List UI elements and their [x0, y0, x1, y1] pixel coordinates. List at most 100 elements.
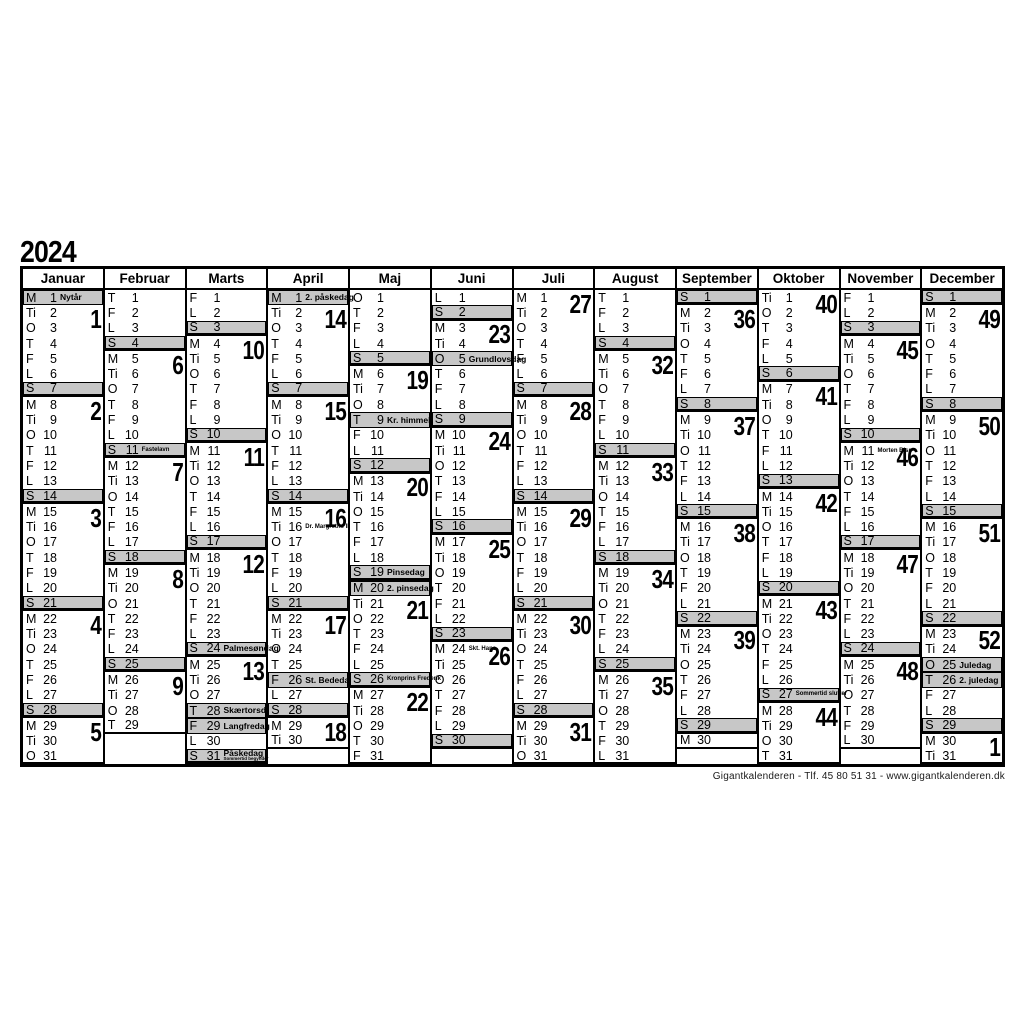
- day-row: Ti 2: [23, 305, 103, 320]
- day-row: S 12: [350, 458, 430, 474]
- month-column-juni: Juni L 1 S 2 M 3 Ti 4 O 5 Grundlovsdag T 6 F 7 L 8 S 9 M 10 Ti…: [431, 269, 526, 765]
- day-number: 14: [778, 489, 793, 504]
- day-row: O 16: [759, 519, 839, 534]
- day-row: O 24: [23, 642, 103, 657]
- day-number: 18: [124, 549, 139, 564]
- day-abbrev: S: [434, 733, 444, 748]
- day-number: 29: [43, 718, 57, 733]
- day-row: T 9 Kr. himmelfart: [350, 412, 444, 428]
- month-column-marts: Marts F 1 L 2 S 3 M 4 Ti 5 O 6 T 7 F 8 L 9 S 10 M 11 Ti 12 O 13 T 14…: [186, 269, 279, 765]
- day-abbrev: Ti: [107, 688, 118, 703]
- day-abbrev: T: [761, 535, 770, 550]
- day-number: 12: [288, 458, 303, 473]
- day-row: M 24 Skt. Hans: [432, 642, 512, 657]
- day-number: 8: [131, 397, 139, 412]
- day-abbrev: F: [761, 336, 770, 351]
- day-number: 30: [860, 733, 875, 748]
- day-abbrev: F: [353, 748, 361, 763]
- day-abbrev: F: [843, 397, 852, 412]
- week-number: 28: [569, 395, 592, 426]
- day-abbrev: Ti: [598, 581, 609, 596]
- day-number: 4: [458, 336, 466, 351]
- holiday-label: Langfredag: [223, 720, 270, 731]
- day-abbrev: L: [925, 596, 933, 611]
- day-row: T 29: [595, 718, 675, 733]
- day-row: Ti 27: [595, 688, 675, 703]
- day-row: Ti 6: [105, 366, 185, 381]
- day-row: S 25: [104, 656, 185, 673]
- day-row: F 20: [922, 581, 1002, 596]
- day-abbrev: T: [189, 489, 198, 504]
- day-row: S 20: [758, 580, 839, 596]
- day-abbrev: M: [189, 657, 200, 672]
- day-number: 29: [370, 718, 384, 733]
- day-abbrev: S: [761, 473, 771, 488]
- day-number: 7: [295, 381, 303, 396]
- day-abbrev: S: [925, 396, 934, 411]
- day-abbrev: F: [107, 305, 116, 320]
- day-number: 24: [942, 642, 957, 657]
- week-number: 3: [89, 502, 102, 533]
- day-row: O 29: [350, 718, 430, 733]
- day-abbrev: O: [271, 642, 281, 657]
- day-row: T 15: [105, 504, 185, 519]
- day-row: T 28 Skærtorsdag: [186, 703, 276, 719]
- day-row: F 17: [350, 535, 430, 550]
- day-row: Ti 30: [268, 733, 348, 749]
- day-abbrev: O: [26, 642, 36, 657]
- day-row: O 28: [105, 703, 185, 718]
- day-number: 12: [451, 458, 466, 473]
- day-number: 16: [778, 520, 793, 535]
- day-abbrev: S: [598, 549, 607, 564]
- day-abbrev: F: [925, 581, 933, 596]
- day-number: 1: [622, 290, 630, 305]
- day-abbrev: O: [761, 734, 772, 749]
- day-number: 5: [50, 351, 57, 366]
- day-number: 8: [867, 397, 875, 412]
- day-abbrev: L: [516, 474, 524, 489]
- day-number: 11: [207, 443, 221, 458]
- day-number: 1: [458, 290, 466, 305]
- day-abbrev: Ti: [434, 336, 445, 351]
- day-number: 10: [288, 428, 303, 443]
- day-abbrev: Ti: [761, 504, 772, 519]
- day-abbrev: F: [680, 581, 688, 596]
- day-abbrev: M: [761, 489, 773, 504]
- day-row: Ti 24: [922, 642, 1002, 657]
- week-number: 12: [242, 548, 265, 579]
- day-row: F 12: [23, 458, 103, 473]
- day-abbrev: T: [434, 474, 443, 489]
- day-number: 10: [778, 428, 793, 443]
- day-abbrev: O: [353, 290, 363, 305]
- day-row: T 19: [922, 565, 1002, 580]
- month-column-januar: Januar M 1 Nytår Ti 2 O 3 T 4 F 5 L 6 S 7 M 8 Ti 9 O 10 T 11 F 12…: [23, 269, 105, 765]
- day-row: M 25: [841, 657, 921, 672]
- day-abbrev: M: [353, 474, 364, 489]
- day-number: 8: [949, 396, 957, 411]
- day-abbrev: O: [761, 413, 772, 428]
- day-row: M 1 Nytår: [23, 290, 103, 306]
- day-abbrev: L: [434, 504, 442, 519]
- day-abbrev: L: [26, 688, 33, 703]
- day-row: F 31: [350, 748, 430, 765]
- day-number: 9: [949, 413, 957, 428]
- day-row: F 26 St. Bededag: [268, 672, 354, 688]
- day-abbrev: Ti: [516, 305, 527, 320]
- day-row: S 10: [840, 427, 921, 443]
- day-number: 23: [451, 626, 466, 641]
- day-row: M 30: [922, 734, 1002, 749]
- day-abbrev: Ti: [107, 367, 118, 382]
- day-number: 25: [124, 656, 139, 671]
- day-number: 4: [131, 335, 139, 350]
- day-abbrev: S: [353, 672, 362, 687]
- day-number: 12: [778, 458, 793, 473]
- day-row: F 19: [268, 565, 348, 580]
- week-number: 24: [487, 426, 510, 457]
- day-number: 26: [615, 673, 630, 688]
- day-abbrev: Ti: [843, 673, 854, 688]
- day-number: 18: [451, 550, 466, 565]
- day-abbrev: L: [353, 550, 360, 565]
